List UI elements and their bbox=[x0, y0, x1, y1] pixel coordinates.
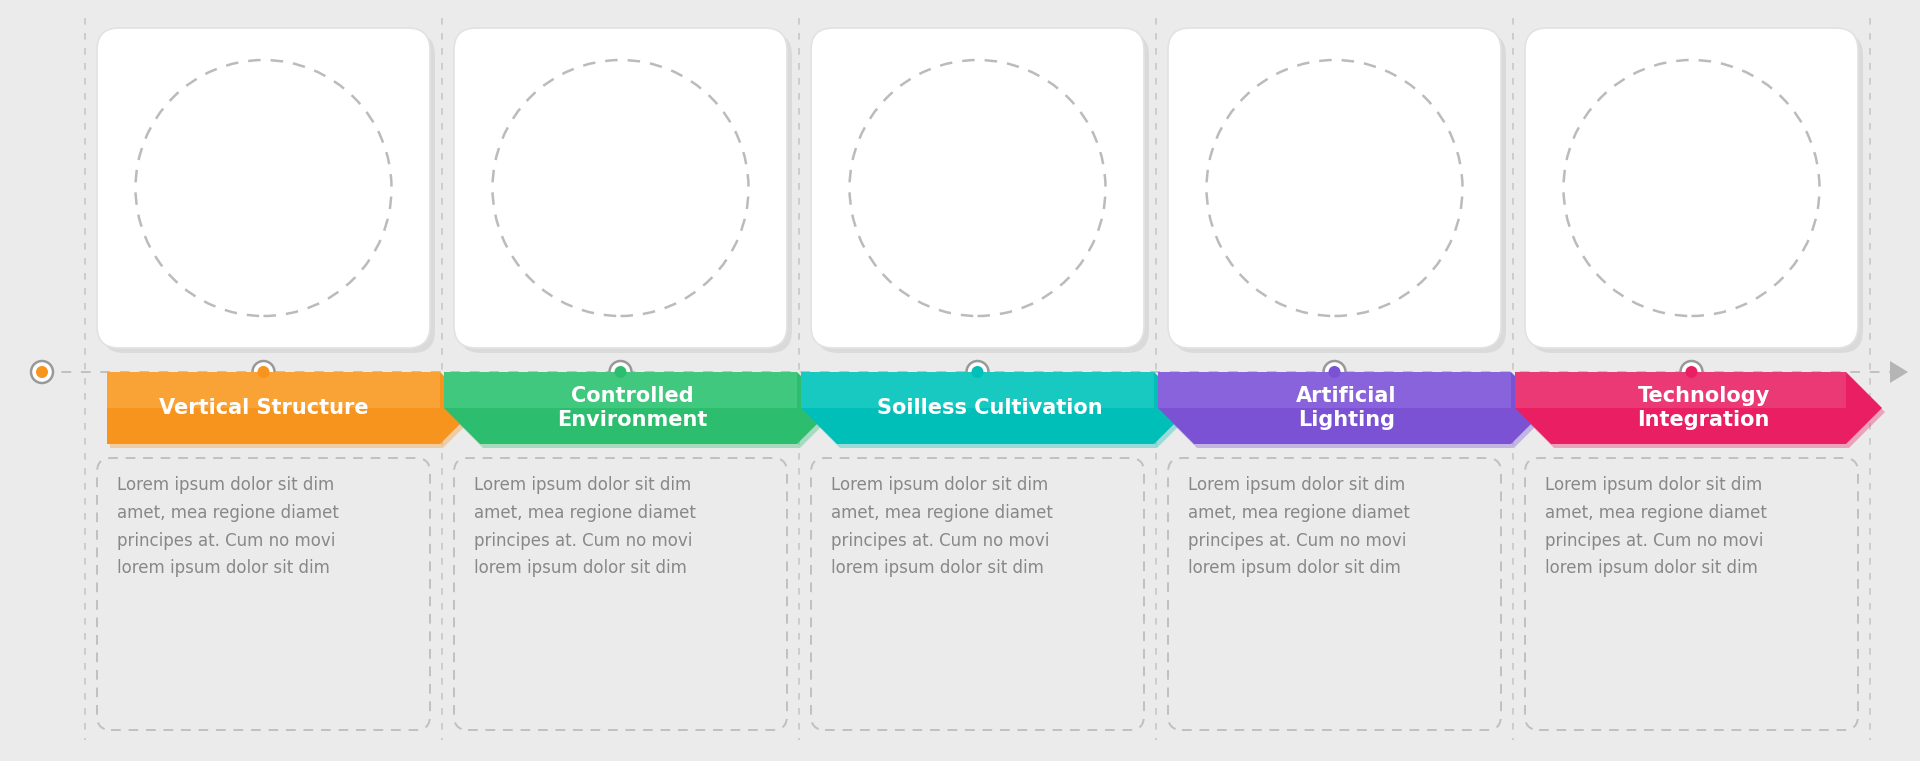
Text: Lorem ipsum dolor sit dim
amet, mea regione diamet
principes at. Cum no movi
lor: Lorem ipsum dolor sit dim amet, mea regi… bbox=[831, 476, 1052, 578]
Text: Lorem ipsum dolor sit dim
amet, mea regione diamet
principes at. Cum no movi
lor: Lorem ipsum dolor sit dim amet, mea regi… bbox=[117, 476, 338, 578]
Polygon shape bbox=[1158, 372, 1548, 444]
Polygon shape bbox=[801, 372, 1154, 408]
Polygon shape bbox=[1162, 376, 1549, 448]
Polygon shape bbox=[444, 372, 797, 408]
FancyBboxPatch shape bbox=[816, 33, 1148, 353]
FancyBboxPatch shape bbox=[459, 33, 791, 353]
Polygon shape bbox=[1519, 376, 1885, 448]
Text: Soilless Cultivation: Soilless Cultivation bbox=[877, 398, 1102, 418]
FancyBboxPatch shape bbox=[453, 458, 787, 730]
Text: Lorem ipsum dolor sit dim
amet, mea regione diamet
principes at. Cum no movi
lor: Lorem ipsum dolor sit dim amet, mea regi… bbox=[474, 476, 695, 578]
Text: Lorem ipsum dolor sit dim
amet, mea regione diamet
principes at. Cum no movi
lor: Lorem ipsum dolor sit dim amet, mea regi… bbox=[1546, 476, 1766, 578]
Polygon shape bbox=[444, 372, 833, 444]
Polygon shape bbox=[804, 376, 1192, 448]
Circle shape bbox=[972, 366, 983, 378]
Polygon shape bbox=[447, 376, 835, 448]
FancyBboxPatch shape bbox=[98, 458, 430, 730]
Circle shape bbox=[257, 366, 269, 378]
Circle shape bbox=[609, 361, 632, 383]
Circle shape bbox=[31, 361, 54, 383]
FancyBboxPatch shape bbox=[1167, 458, 1501, 730]
Polygon shape bbox=[1158, 372, 1511, 408]
FancyBboxPatch shape bbox=[98, 28, 430, 348]
Circle shape bbox=[1323, 361, 1346, 383]
Text: Artificial
Lighting: Artificial Lighting bbox=[1296, 386, 1396, 430]
Polygon shape bbox=[109, 376, 478, 448]
FancyBboxPatch shape bbox=[810, 28, 1144, 348]
Text: Controlled
Environment: Controlled Environment bbox=[557, 386, 708, 430]
FancyBboxPatch shape bbox=[1524, 28, 1859, 348]
FancyBboxPatch shape bbox=[102, 33, 436, 353]
Polygon shape bbox=[801, 372, 1190, 444]
FancyBboxPatch shape bbox=[1524, 458, 1859, 730]
Polygon shape bbox=[1515, 372, 1845, 408]
FancyBboxPatch shape bbox=[810, 458, 1144, 730]
Circle shape bbox=[1680, 361, 1703, 383]
Polygon shape bbox=[1515, 372, 1882, 444]
Circle shape bbox=[253, 361, 275, 383]
Circle shape bbox=[1329, 366, 1340, 378]
Circle shape bbox=[36, 366, 48, 378]
Circle shape bbox=[614, 366, 626, 378]
Polygon shape bbox=[108, 372, 476, 444]
FancyBboxPatch shape bbox=[1167, 28, 1501, 348]
Text: Vertical Structure: Vertical Structure bbox=[159, 398, 369, 418]
FancyBboxPatch shape bbox=[1530, 33, 1862, 353]
Circle shape bbox=[1686, 366, 1697, 378]
FancyBboxPatch shape bbox=[453, 28, 787, 348]
Circle shape bbox=[966, 361, 989, 383]
Text: Technology
Integration: Technology Integration bbox=[1638, 386, 1770, 430]
FancyBboxPatch shape bbox=[1173, 33, 1505, 353]
Text: Lorem ipsum dolor sit dim
amet, mea regione diamet
principes at. Cum no movi
lor: Lorem ipsum dolor sit dim amet, mea regi… bbox=[1188, 476, 1409, 578]
Polygon shape bbox=[108, 372, 440, 408]
Polygon shape bbox=[1889, 361, 1908, 383]
